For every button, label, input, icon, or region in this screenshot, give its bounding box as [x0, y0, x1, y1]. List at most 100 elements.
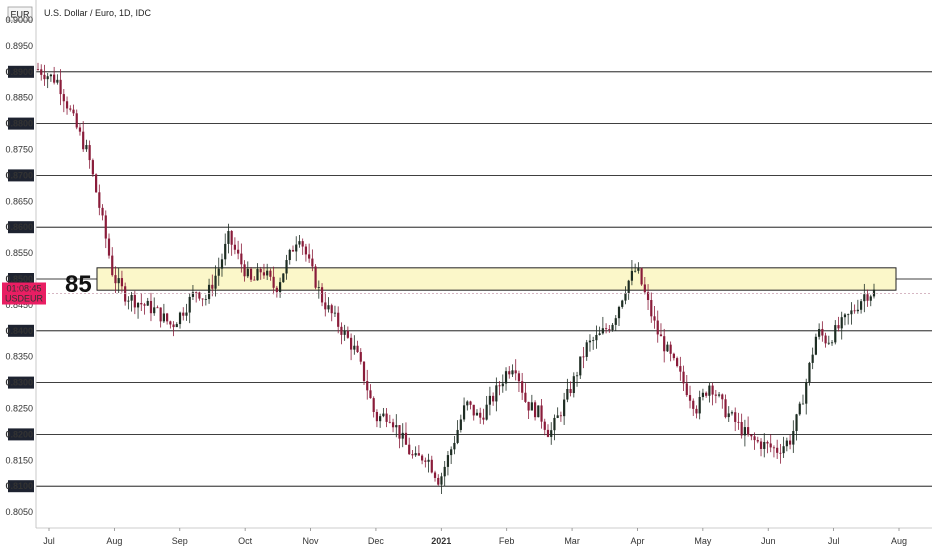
candle: [337, 306, 340, 334]
candle-body: [133, 294, 136, 308]
candle-body: [404, 432, 408, 445]
candle: [195, 291, 198, 303]
candle: [36, 62, 40, 71]
candle-body: [295, 244, 298, 252]
candle: [40, 64, 43, 81]
candle: [388, 414, 391, 424]
candle-body: [224, 243, 227, 260]
candle: [172, 321, 175, 337]
candle-body: [637, 268, 640, 271]
candle-body: [56, 79, 59, 83]
candle-body: [417, 453, 420, 456]
candle: [411, 449, 414, 459]
candle-body: [391, 422, 395, 428]
candle-body: [543, 421, 546, 430]
candle-body: [501, 383, 504, 387]
candle: [853, 304, 856, 314]
candle-body: [369, 390, 372, 399]
candle-body: [824, 335, 827, 344]
candle-body: [359, 352, 362, 362]
candle-body: [563, 399, 566, 417]
price-tick-label: 0.8700: [5, 170, 33, 180]
candle: [262, 263, 266, 279]
candle-body: [863, 294, 866, 302]
candle: [688, 385, 692, 409]
time-axis[interactable]: Jul Aug Sep Oct Nov Dec 2021 Feb Mar Apr May Jun Jul…: [36, 527, 932, 546]
candle-body: [872, 289, 876, 297]
candle-body: [524, 392, 527, 402]
price-tick-label: 0.8100: [5, 481, 33, 491]
candle-body: [259, 269, 262, 273]
candle: [275, 285, 278, 298]
candle: [440, 472, 443, 494]
candle: [533, 400, 537, 421]
candle: [856, 299, 859, 314]
candle-body: [75, 113, 78, 128]
candle-body: [572, 376, 575, 394]
candle-body: [298, 241, 301, 245]
time-tick-label: Oct: [238, 536, 253, 546]
candle: [362, 361, 366, 386]
candle: [743, 419, 746, 447]
candle-body: [217, 268, 220, 276]
candle-body: [630, 270, 634, 281]
candle: [682, 365, 685, 392]
candle-body: [356, 345, 359, 353]
candle-body: [485, 404, 488, 420]
candle: [630, 260, 634, 286]
candle-body: [220, 259, 224, 269]
candle-body: [107, 238, 111, 256]
candle: [175, 322, 178, 328]
candle: [785, 437, 788, 452]
candle: [521, 372, 524, 400]
candle-body: [88, 145, 91, 161]
candle-body: [136, 303, 140, 308]
candle: [788, 434, 792, 450]
candle-body: [663, 336, 666, 352]
candle-body: [482, 417, 485, 420]
candle: [588, 334, 592, 352]
price-tick-label: 0.8600: [5, 222, 33, 232]
candle-body: [285, 260, 288, 274]
zone-rect[interactable]: [96, 267, 897, 291]
candle: [624, 286, 627, 305]
candle: [701, 388, 705, 401]
candle: [659, 323, 663, 337]
candle: [140, 293, 143, 312]
candle-body: [805, 382, 808, 404]
candle-body: [847, 314, 850, 316]
candle-body: [146, 300, 149, 306]
candle-body: [575, 375, 579, 377]
candle: [49, 73, 53, 82]
candle-body: [117, 278, 120, 284]
candle-body: [627, 280, 630, 293]
candle: [763, 433, 766, 458]
candle: [769, 434, 772, 453]
candle-body: [375, 411, 379, 422]
candle: [391, 418, 395, 433]
candle: [717, 391, 721, 398]
candle: [437, 474, 440, 486]
candle: [156, 305, 159, 309]
candle: [424, 457, 427, 468]
candle-body: [156, 307, 159, 309]
candle-body: [504, 371, 508, 384]
candle: [401, 423, 404, 448]
candle: [482, 408, 485, 425]
candle: [304, 243, 308, 262]
candle: [198, 291, 201, 301]
resistance-zone[interactable]: 85: [65, 267, 897, 298]
candle: [504, 367, 508, 391]
candle: [559, 411, 563, 422]
candle-body: [153, 307, 156, 314]
candle: [101, 204, 104, 221]
candle: [556, 407, 559, 419]
candle: [640, 267, 643, 286]
candle: [204, 294, 207, 306]
candle-body: [59, 79, 62, 95]
candle-body: [585, 342, 588, 357]
candle-body: [243, 264, 246, 277]
price-axis[interactable]: 0.9000 0.8950 0.8900 0.8850 0.8800 0.8750 0.87…: [5, 0, 37, 528]
candle-body: [382, 413, 385, 417]
